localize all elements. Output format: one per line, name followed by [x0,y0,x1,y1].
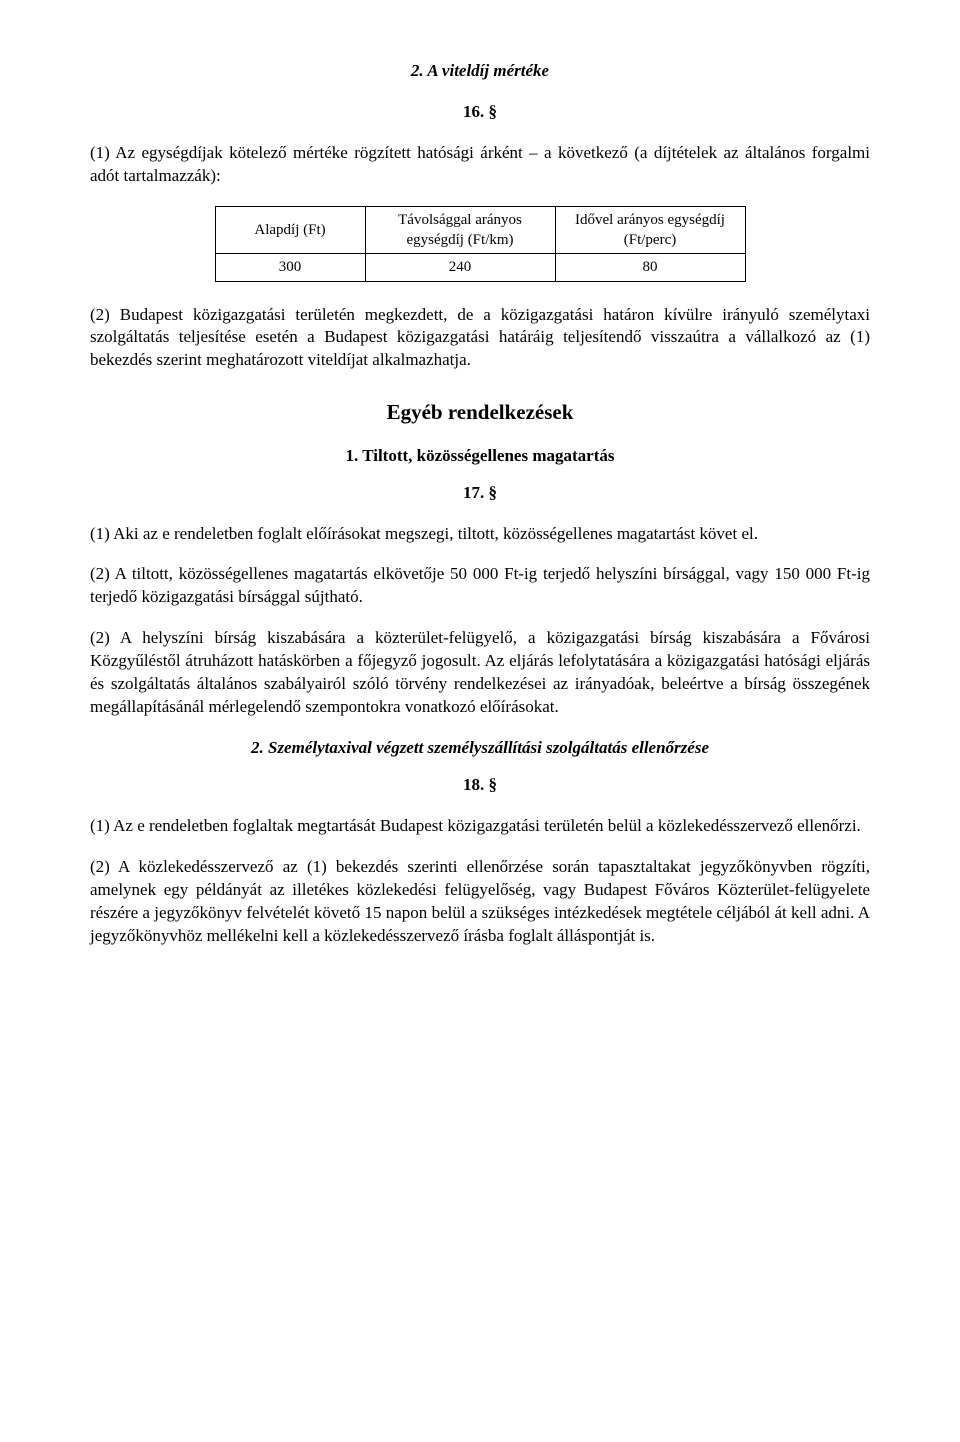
sec18-para-2: (2) A közlekedésszervező az (1) bekezdés… [90,856,870,948]
subsection-1-title: 1. Tiltott, közösségellenes magatartás [90,445,870,468]
table-cell: 240 [365,254,555,281]
fare-intro-paragraph: (1) Az egységdíjak kötelező mértéke rögz… [90,142,870,188]
table-header-cell: Alapdíj (Ft) [215,206,365,254]
table-header-cell: Távolsággal arányos egységdíj (Ft/km) [365,206,555,254]
sec17-para-2: (2) A tiltott, közösségellenes magatartá… [90,563,870,609]
sec17-para-1: (1) Aki az e rendeletben foglalt előírás… [90,523,870,546]
section-17-number: 17. § [90,482,870,505]
table-cell: 300 [215,254,365,281]
table-cell: 80 [555,254,745,281]
fare-heading: 2. A viteldíj mértéke [90,60,870,83]
fare-table: Alapdíj (Ft) Távolsággal arányos egységd… [215,206,746,282]
section-16-number: 16. § [90,101,870,124]
table-row: 300 240 80 [215,254,745,281]
table-header-cell: Idővel arányos egységdíj (Ft/perc) [555,206,745,254]
table-header-row: Alapdíj (Ft) Távolsággal arányos egységd… [215,206,745,254]
section-18-number: 18. § [90,774,870,797]
other-provisions-heading: Egyéb rendelkezések [90,398,870,426]
sec17-para-3: (2) A helyszíni bírság kiszabására a köz… [90,627,870,719]
subsection-2-title: 2. Személytaxival végzett személyszállít… [90,737,870,760]
sec18-para-1: (1) Az e rendeletben foglaltak megtartás… [90,815,870,838]
fare-para-2: (2) Budapest közigazgatási területén meg… [90,304,870,373]
